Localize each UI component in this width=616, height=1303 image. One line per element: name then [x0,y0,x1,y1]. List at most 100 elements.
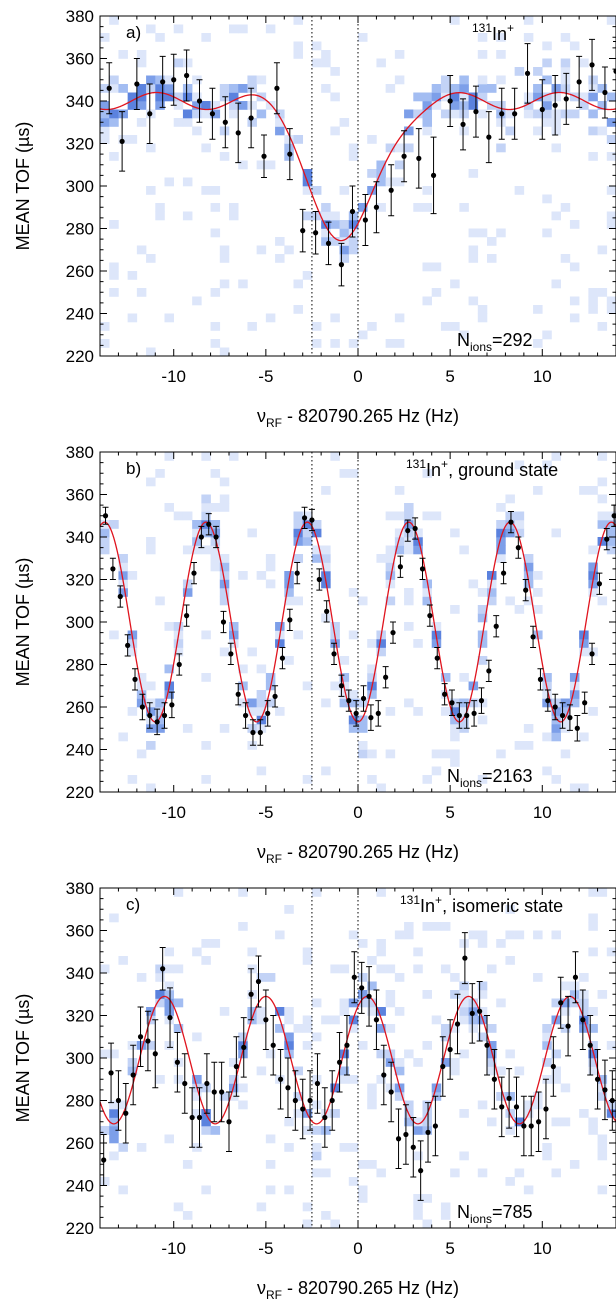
histogram-cell [265,579,276,589]
histogram-cell [201,1083,211,1093]
data-point [115,1097,122,1104]
histogram-cell [118,588,128,597]
histogram-cell [523,1100,534,1110]
data-point [137,1034,144,1040]
data-point [235,130,241,136]
histogram-cell [376,1075,386,1084]
histogram-cell [109,109,119,119]
data-point [278,1076,284,1082]
data-point [375,710,381,716]
histogram-cell [533,1092,543,1101]
histogram-cell [606,511,616,521]
histogram-cell [146,681,156,691]
histogram-cell [118,956,128,965]
histogram-cell [431,511,442,521]
histogram-cell [302,1041,313,1050]
histogram-cell [404,503,414,512]
histogram-cell [238,1032,248,1042]
data-point [184,613,190,619]
histogram-cell [182,177,193,187]
data-point [314,1080,321,1087]
histogram-cell [588,486,598,495]
histogram-cell [256,160,267,170]
x-tick-label: 5 [445,803,454,822]
data-point [228,651,234,657]
histogram-cell [182,1211,193,1220]
histogram-cell [136,118,147,127]
x-axis-label-c: νRF - 820790.265 Hz (Hz) [257,1278,459,1302]
histogram-cell [376,160,386,170]
data-point [241,1044,247,1050]
nions-label-b: Nions=2163 [447,766,533,790]
data-point [366,993,372,999]
data-point [390,630,396,636]
histogram-cell [542,1041,552,1050]
histogram-cell [459,1109,469,1118]
histogram-cell [422,922,433,931]
histogram-cell [487,84,497,93]
histogram-cell [201,452,211,461]
histogram-cell [164,690,175,699]
histogram-cell [404,126,414,136]
histogram-cell [431,1015,442,1025]
data-point [160,966,166,972]
histogram-cell [284,1015,294,1025]
histogram-cell [302,1202,313,1212]
histogram-cell [413,947,423,957]
histogram-cell [569,41,580,51]
histogram-cell [173,622,184,631]
histogram-cell [109,1151,119,1161]
histogram-cell [450,16,460,25]
histogram-cell [173,647,184,657]
histogram-cell [606,520,616,529]
histogram-cell [560,1007,571,1016]
histogram-cell [597,1185,608,1195]
histogram-cell [542,460,552,470]
data-point [582,700,588,706]
histogram-cell [551,126,562,136]
histogram-cell [256,1202,267,1212]
data-point [261,153,267,159]
data-point [447,98,453,104]
histogram-cell [606,545,616,555]
histogram-cell [376,169,386,178]
histogram-cell [330,1219,340,1228]
histogram-cell [606,152,616,161]
histogram-cell [588,1126,598,1135]
y-tick-label: 280 [66,1092,94,1111]
histogram-cell [597,245,608,255]
histogram-cell [238,101,248,110]
histogram-cell [275,126,285,136]
histogram-cell [321,1211,331,1220]
histogram-cell [219,724,230,733]
histogram-cell [358,998,368,1008]
histogram-cell [404,622,414,631]
histogram-cell [348,228,359,238]
histogram-cell [533,339,543,348]
histogram-cell [376,647,386,657]
data-point [493,623,499,629]
histogram-cell [551,732,562,742]
histogram-cell [477,305,488,314]
histogram-cell [238,1083,248,1093]
histogram-cell [422,1041,433,1050]
histogram-cell [514,605,525,614]
fit-curve-c [100,995,616,1125]
histogram-cell [330,681,340,691]
histogram-cell [100,126,110,136]
histogram-cell [192,92,202,102]
histogram-cell [404,143,414,153]
data-point [147,712,153,719]
histogram-cell [394,930,405,940]
histogram-cell [348,698,359,708]
histogram-cell [348,152,359,161]
data-points-b [102,513,616,736]
histogram-cell [192,528,202,538]
data-point [589,651,595,657]
histogram-cell [219,245,230,255]
histogram-cell [606,92,616,102]
histogram-cell [118,562,128,572]
data-point [471,710,477,716]
y-tick-label: 300 [66,177,94,196]
histogram-cell [229,203,239,212]
